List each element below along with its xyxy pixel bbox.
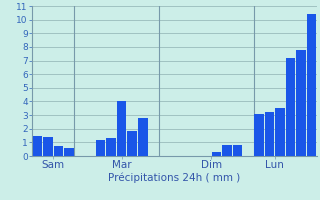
Bar <box>296 50 306 156</box>
Bar <box>222 145 232 156</box>
Bar <box>138 118 148 156</box>
X-axis label: Précipitations 24h ( mm ): Précipitations 24h ( mm ) <box>108 173 241 183</box>
Bar <box>43 137 52 156</box>
Bar <box>127 131 137 156</box>
Bar <box>265 112 274 156</box>
Bar <box>106 138 116 156</box>
Bar <box>307 14 316 156</box>
Bar <box>64 148 74 156</box>
Bar <box>33 136 42 156</box>
Bar <box>254 114 264 156</box>
Bar <box>275 108 284 156</box>
Bar <box>212 152 221 156</box>
Bar <box>233 145 243 156</box>
Bar <box>286 58 295 156</box>
Bar <box>96 140 105 156</box>
Bar <box>117 101 126 156</box>
Bar <box>54 146 63 156</box>
